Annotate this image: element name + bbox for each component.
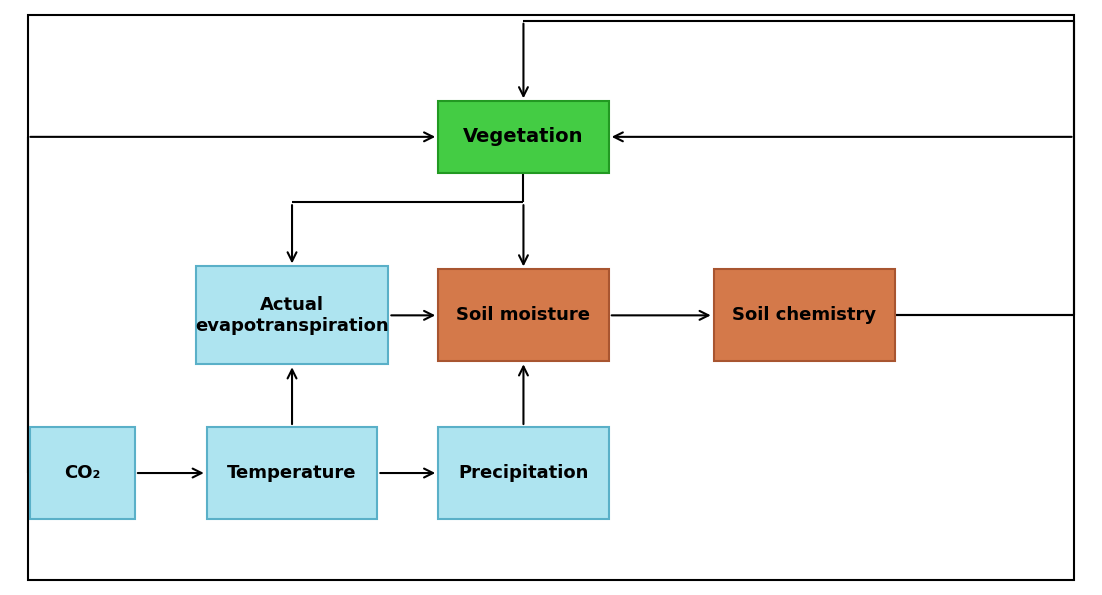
Text: Actual
evapotranspiration: Actual evapotranspiration bbox=[195, 296, 389, 335]
Text: Temperature: Temperature bbox=[227, 464, 357, 482]
FancyBboxPatch shape bbox=[30, 427, 134, 519]
FancyBboxPatch shape bbox=[207, 427, 377, 519]
Text: CO₂: CO₂ bbox=[64, 464, 101, 482]
Text: Precipitation: Precipitation bbox=[458, 464, 588, 482]
FancyBboxPatch shape bbox=[196, 267, 389, 364]
Text: Soil moisture: Soil moisture bbox=[456, 306, 591, 324]
Text: Soil chemistry: Soil chemistry bbox=[733, 306, 876, 324]
FancyBboxPatch shape bbox=[714, 270, 895, 362]
Text: Vegetation: Vegetation bbox=[463, 127, 584, 146]
FancyBboxPatch shape bbox=[437, 270, 608, 362]
FancyBboxPatch shape bbox=[437, 101, 608, 173]
FancyBboxPatch shape bbox=[437, 427, 608, 519]
